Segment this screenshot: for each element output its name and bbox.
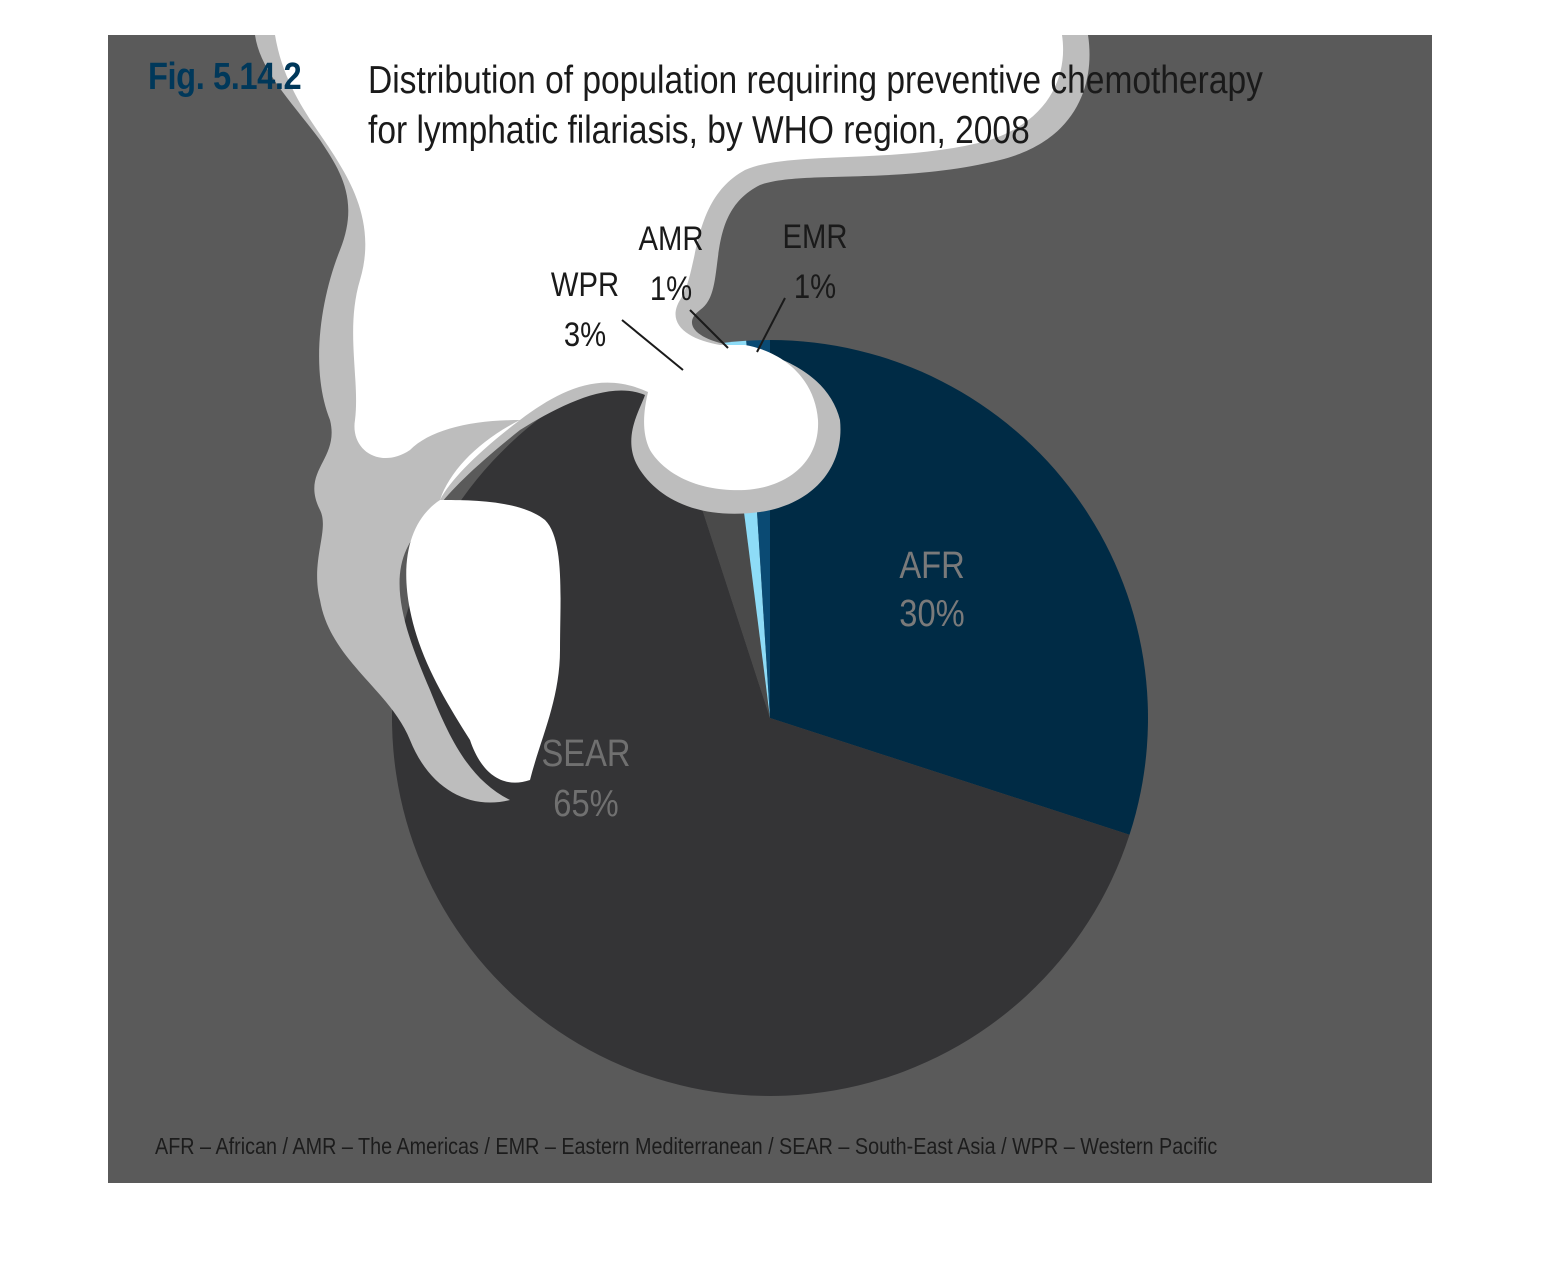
slice-value-emr: 1% [794, 267, 836, 306]
figure-number: Fig. 5.14.2 [148, 56, 302, 98]
figure-title-line-1: Distribution of population requiring pre… [368, 59, 1263, 102]
leader-line-amr [689, 309, 729, 349]
slice-afr [770, 340, 1148, 835]
slice-annotations: AFR 30% SEAR 65% WPR 3% AMR 1% EMR 1% [542, 217, 965, 825]
figure-title-line-2: for lymphatic filariasis, by WHO region,… [368, 109, 1030, 152]
leader-line-emr [756, 297, 786, 353]
slice-label-emr: EMR [783, 217, 848, 256]
slice-label-afr: AFR [899, 544, 964, 587]
smoke-inner-white [275, 35, 1064, 783]
slice-value-amr: 1% [650, 269, 692, 308]
leader-line-wpr [621, 319, 684, 371]
slice-value-sear: 65% [553, 782, 618, 825]
figure-title: Distribution of population requiring pre… [368, 56, 1400, 156]
slice-sear [391, 358, 1130, 1097]
slice-value-wpr: 3% [564, 315, 606, 354]
abbreviations-footnote: AFR – African / AMR – The Americas / EMR… [155, 1133, 1218, 1159]
smoke-overlay [255, 35, 1090, 803]
slice-label-wpr: WPR [551, 265, 619, 304]
slice-label-amr: AMR [639, 219, 704, 258]
slice-label-sear: SEAR [542, 732, 631, 775]
slice-value-afr: 30% [899, 592, 964, 635]
